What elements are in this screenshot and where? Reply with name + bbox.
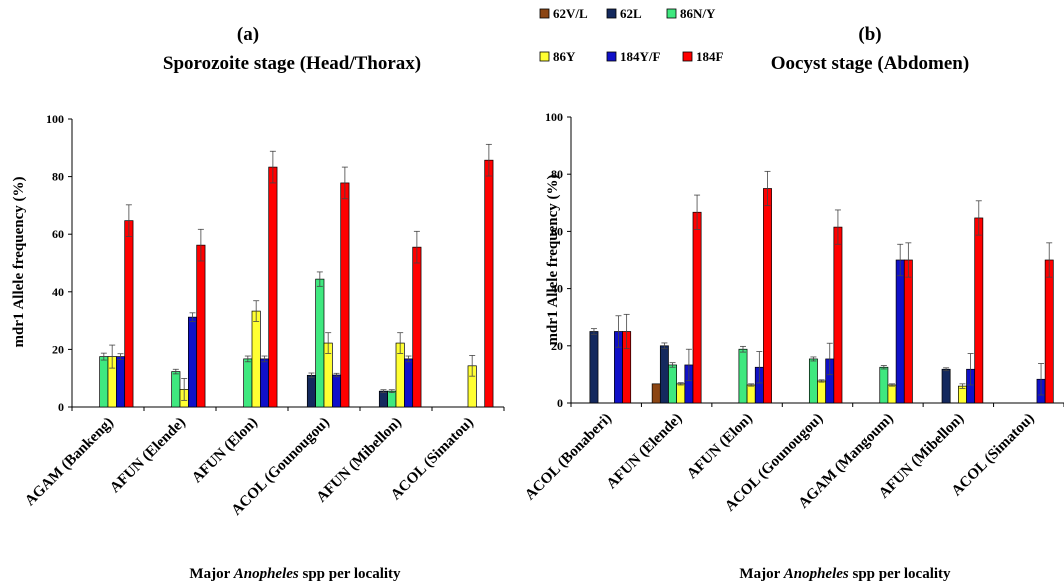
legend-swatch-86y xyxy=(539,51,550,62)
chart-a-ytick-label: 0 xyxy=(58,400,64,414)
chart-a-ytick-label: 20 xyxy=(52,342,64,356)
chart-a: 0 20 40 60 80 100 AGAM (Bankeng)AFUN (Elende) A… xyxy=(22,112,505,519)
chart-a-bar-184y-f xyxy=(260,358,270,408)
chart-a-bar-62l xyxy=(378,390,388,408)
chart-a-bar-184y-f xyxy=(116,356,126,408)
chart-a-bar-184f xyxy=(412,246,422,408)
legend-swatch-62l xyxy=(606,8,617,19)
chart-a-bar-184y-f xyxy=(188,316,198,408)
legend: 62V/L 62L 86N/Y 86Y 184Y/F 184F xyxy=(539,6,724,64)
chart-a-ytick-label: 40 xyxy=(52,285,64,299)
chart-b-bar-184f xyxy=(903,259,913,404)
chart-a-bar-184y-f xyxy=(404,358,414,408)
chart-b-ytick-label: 80 xyxy=(551,167,563,181)
chart-a-ytick-label: 60 xyxy=(52,227,64,241)
legend-label-184f: 184F xyxy=(696,49,724,64)
panel-b-label: (b) xyxy=(858,24,881,45)
legend-swatch-184y-f xyxy=(606,51,617,62)
chart-b-xlabel: Major Anopheles spp per locality xyxy=(739,566,951,582)
legend-label-184y-f: 184Y/F xyxy=(620,49,661,64)
chart-b-bar-86n-y xyxy=(808,358,818,404)
chart-b-bar-86y xyxy=(887,384,897,404)
chart-a-category-label: AFUN (Elon) xyxy=(189,415,261,487)
legend-swatch-184f xyxy=(682,51,693,62)
chart-a-xlabel-post: spp per locality xyxy=(299,566,401,582)
chart-b-category-label: AFUN (Elon) xyxy=(684,411,756,483)
chart-a-bar-184y-f xyxy=(332,374,342,408)
chart-b-xlabel-pre: Major xyxy=(739,566,783,582)
chart-a-ytick-label: 100 xyxy=(46,112,64,126)
chart-b-bar-62l xyxy=(659,345,669,404)
chart-a-bar-184f xyxy=(268,166,278,408)
chart-b-ytick-label: 60 xyxy=(551,224,563,238)
chart-a-xlabel-pre: Major xyxy=(189,566,233,582)
chart-b-ytick-label: 40 xyxy=(551,282,563,296)
chart-a-bar-62l xyxy=(306,374,316,408)
chart-b-bar-62v-l xyxy=(651,383,661,404)
chart-b-bar-86y xyxy=(746,384,756,404)
chart-b-bar-86n-y xyxy=(668,364,677,404)
chart-a-category-label: AFUN (Elende) xyxy=(107,415,189,497)
chart-b-ytick-label: 0 xyxy=(557,396,563,410)
chart-b-bar-184y-f xyxy=(895,259,905,404)
legend-label-62v-l: 62V/L xyxy=(553,6,588,21)
chart-b-category-label: AFUN (Elende) xyxy=(604,411,686,493)
chart-a-category-label: AGAM (Bankeng) xyxy=(22,415,117,510)
chart-b-ylabel: mdr1 Allele frequency (%) xyxy=(545,175,561,346)
chart-b-xlabel-post: spp per locality xyxy=(849,566,951,582)
chart-a-xlabel: Major Anopheles spp per locality xyxy=(189,566,401,582)
chart-b-bar-184f xyxy=(974,217,984,404)
chart-a-bar-86n-y xyxy=(243,358,253,408)
chart-a-bar-86n-y xyxy=(387,390,397,408)
panel-b-title: Oocyst stage (Abdomen) xyxy=(771,53,969,74)
panel-a-title: Sporozoite stage (Head/Thorax) xyxy=(163,53,421,74)
chart-b-bar-184f xyxy=(833,226,843,404)
chart-b-bar-62l xyxy=(941,368,951,404)
panel-a-label: (a) xyxy=(237,24,259,45)
chart-a-bar-184f xyxy=(340,182,350,408)
chart-b-bar-184f xyxy=(763,188,772,404)
chart-a-ylabel: mdr1 Allele frequency (%) xyxy=(11,177,27,348)
chart-a-bar-86n-y xyxy=(171,371,181,408)
chart-a-bar-86y xyxy=(251,310,261,408)
chart-a-bar-184f xyxy=(124,220,134,408)
chart-a-bar-86n-y xyxy=(315,278,325,408)
chart-b-category-label: ACOL (Bonaberi) xyxy=(522,411,615,504)
legend-label-62l: 62L xyxy=(620,6,642,21)
legend-swatch-86n-y xyxy=(666,8,677,19)
chart-b-bar-62l xyxy=(589,331,599,404)
chart-a-bar-184f xyxy=(484,159,494,408)
legend-label-86y: 86Y xyxy=(553,49,576,64)
chart-b-xlabel-italic: Anopheles xyxy=(783,566,849,582)
legend-swatch-62v-l xyxy=(539,8,550,19)
chart-b-bar-184f xyxy=(1044,259,1054,404)
chart-b-bar-86n-y xyxy=(879,366,889,404)
chart-a-ytick-label: 80 xyxy=(52,170,64,184)
chart-b-bar-86y xyxy=(817,380,827,404)
legend-label-86n-y: 86N/Y xyxy=(680,6,716,21)
chart-a-xlabel-italic: Anopheles xyxy=(233,566,299,582)
chart-a-bar-86n-y xyxy=(99,356,109,408)
chart-b-ytick-label: 100 xyxy=(545,110,563,124)
chart-b-ytick-label: 20 xyxy=(551,339,563,353)
chart-b-bar-184f xyxy=(692,211,702,404)
chart-a-bar-184f xyxy=(196,244,206,408)
chart-b-bar-86y xyxy=(676,383,686,404)
chart-b-bar-86n-y xyxy=(738,348,748,404)
chart-b: 0 20 40 60 80 100 ACOL (Bonaberi)AFUN (Elende)… xyxy=(522,110,1064,515)
